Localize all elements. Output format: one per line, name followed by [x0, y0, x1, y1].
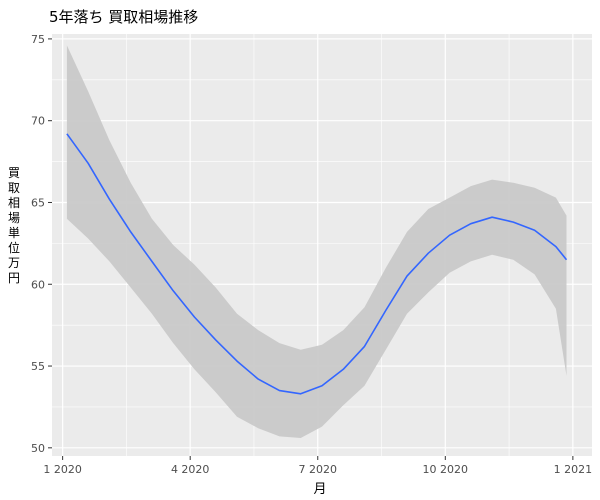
x-tick-label: 1 2021	[554, 463, 593, 476]
y-tick-label: 50	[31, 442, 45, 455]
y-tick-label: 70	[31, 115, 45, 128]
y-tick-label: 60	[31, 278, 45, 291]
y-tick-label: 65	[31, 196, 45, 209]
x-axis-title: 月	[313, 482, 327, 497]
x-tick-label: 7 2020	[298, 463, 337, 476]
confidence-band	[66, 45, 567, 439]
x-tick-label: 10 2020	[423, 463, 469, 476]
x-tick-label: 1 2020	[43, 463, 82, 476]
y-tick-label: 55	[31, 360, 45, 373]
trend-line	[66, 133, 568, 395]
chart-title: 5年落ち 買取相場推移	[49, 8, 199, 26]
y-axis-title: 買取相場 単位 万円	[7, 166, 24, 285]
y-tick-label: 75	[31, 33, 45, 46]
x-tick-label: 4 2020	[171, 463, 210, 476]
